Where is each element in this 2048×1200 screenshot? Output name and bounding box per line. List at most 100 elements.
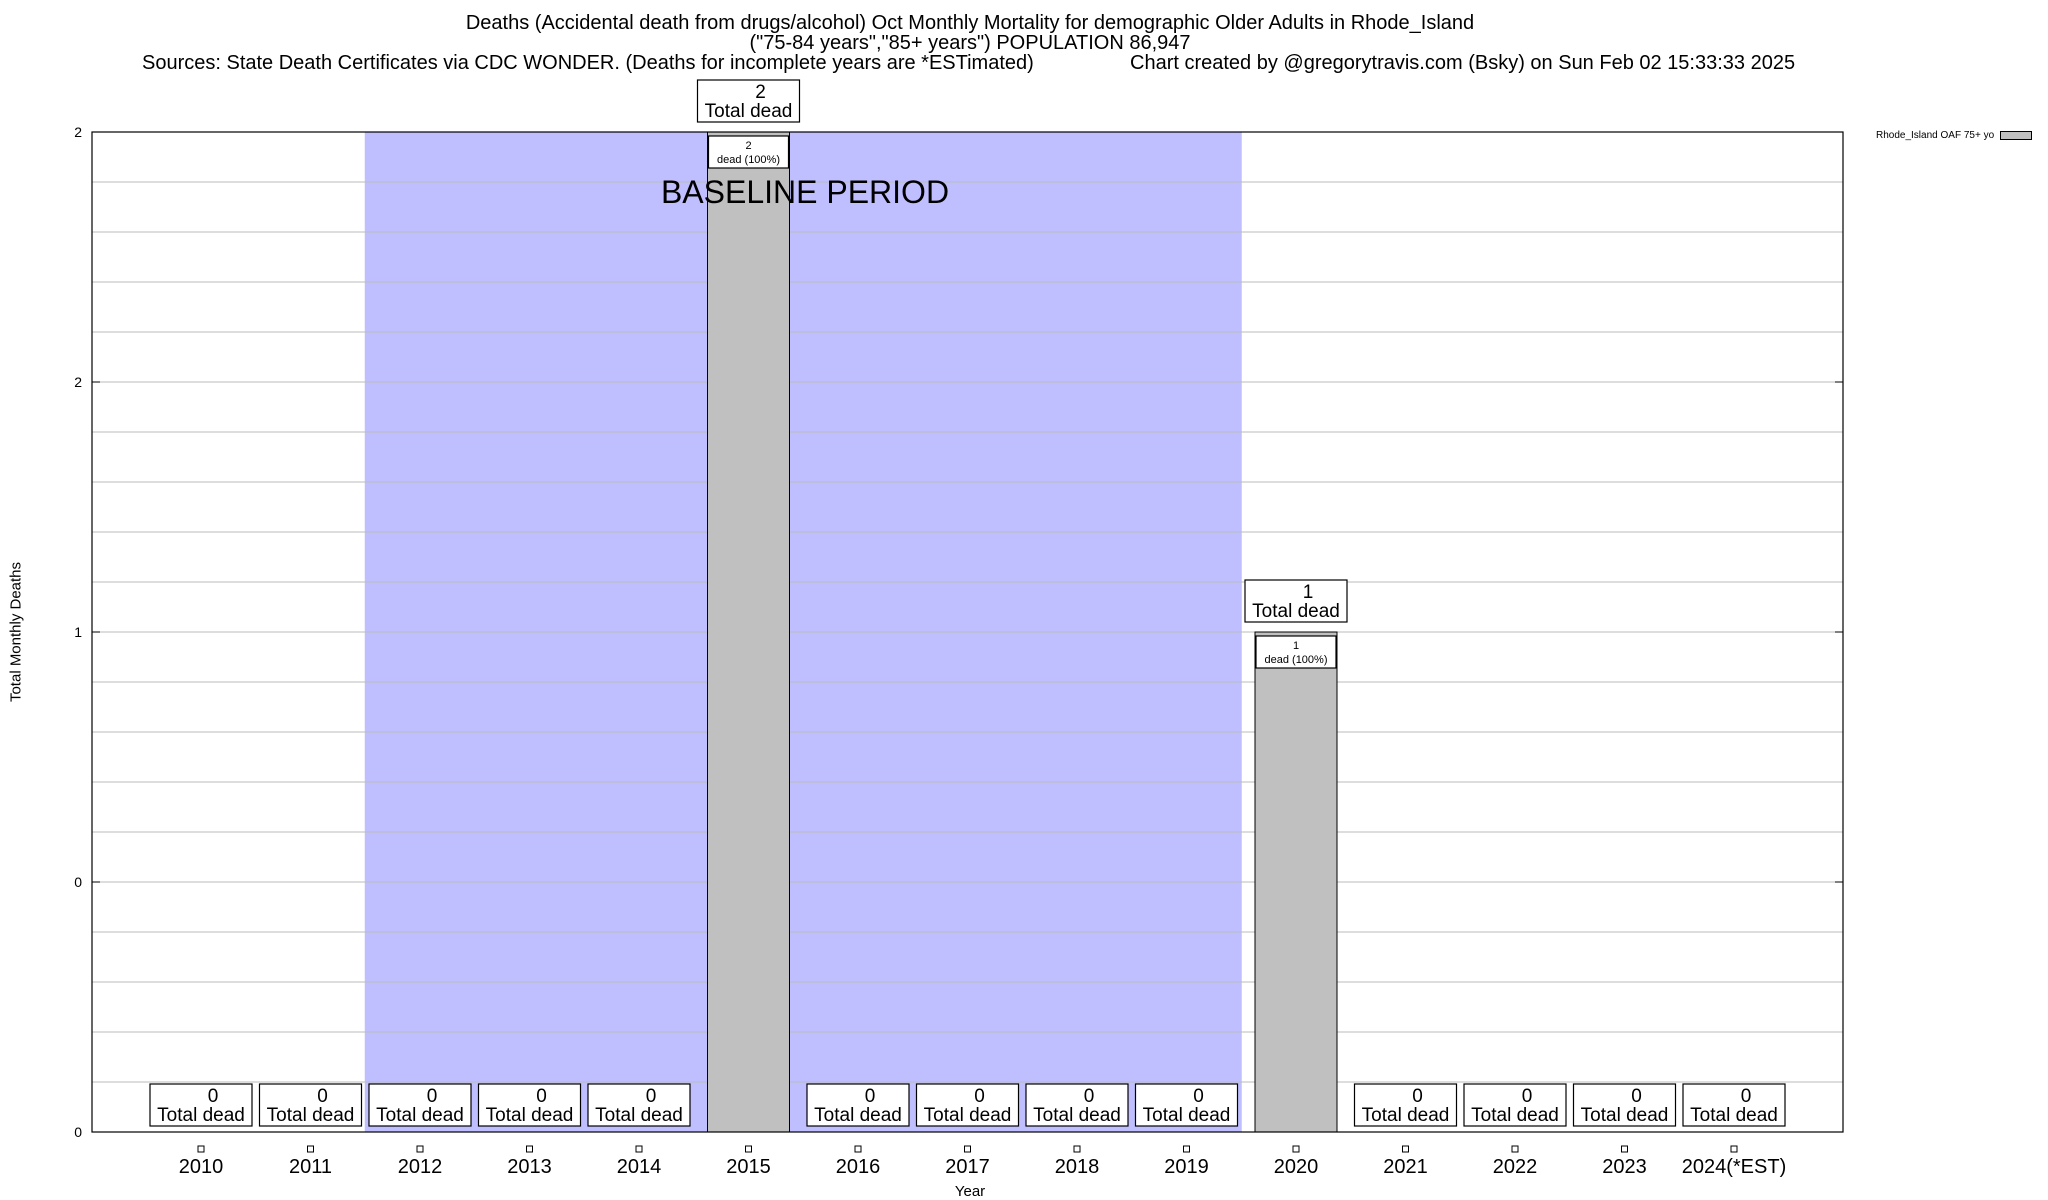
total-label-box <box>1463 1083 1567 1127</box>
legend-swatch <box>2000 131 2033 140</box>
total-label-value: 0 <box>536 1086 547 1107</box>
total-label-box <box>696 79 801 123</box>
y-tick-label: 0 <box>74 1124 82 1140</box>
x-tick-marker <box>416 1145 424 1153</box>
x-tick-marker <box>1730 1145 1738 1153</box>
plot-border <box>91 131 1844 1133</box>
chart-subtitle: ("75-84 years","85+ years") POPULATION 8… <box>749 32 1191 54</box>
total-label-value: 0 <box>1193 1086 1204 1107</box>
total-label-value: 2 <box>755 82 766 103</box>
total-label-text: Total dead <box>705 101 793 122</box>
total-label-text: Total dead <box>1471 1105 1559 1126</box>
x-tick-label: 2022 <box>1493 1156 1538 1178</box>
total-label-text: Total dead <box>1143 1105 1231 1126</box>
x-tick-marker <box>1073 1145 1081 1153</box>
x-tick-marker <box>1183 1145 1190 1153</box>
x-tick-label: 2018 <box>1055 1156 1100 1178</box>
bar-label-percent: dead (100%) <box>1265 654 1328 666</box>
x-tick-label: 2013 <box>507 1156 552 1178</box>
total-label-value: 0 <box>865 1086 876 1107</box>
total-label-text: Total dead <box>1581 1105 1669 1126</box>
legend: Rhode_Island OAF 75+ yo <box>1876 130 2033 141</box>
total-label-box <box>477 1083 582 1127</box>
y-tick-label: 1 <box>74 624 82 640</box>
total-label-value: 0 <box>1412 1086 1423 1107</box>
x-tick-label: 2023 <box>1602 1156 1647 1178</box>
x-tick-label: 2017 <box>945 1156 990 1178</box>
total-label-text: Total dead <box>924 1105 1012 1126</box>
x-tick-label: 2011 <box>289 1156 332 1178</box>
x-tick-marker <box>635 1145 643 1153</box>
y-tick-label: 0 <box>74 874 82 890</box>
x-tick-marker <box>1621 1145 1628 1153</box>
x-tick-marker <box>307 1145 314 1153</box>
total-label-value: 0 <box>317 1086 328 1107</box>
total-label-box <box>915 1083 1020 1127</box>
x-tick-marker <box>1511 1145 1519 1153</box>
total-label-box <box>1134 1083 1239 1127</box>
total-label-box <box>1353 1083 1458 1127</box>
total-label-text: Total dead <box>267 1105 355 1126</box>
total-label-text: Total dead <box>814 1105 902 1126</box>
total-label-text: Total dead <box>595 1105 683 1126</box>
total-label-box <box>587 1083 691 1127</box>
chart-credit: Chart created by @gregorytravis.com (Bsk… <box>1130 52 1796 74</box>
total-label-box <box>1244 579 1348 623</box>
bar-label-value: 1 <box>1293 640 1299 652</box>
total-label-value: 1 <box>1303 582 1314 603</box>
x-tick-marker <box>1292 1145 1300 1153</box>
total-label-text: Total dead <box>1690 1105 1778 1126</box>
total-label-text: Total dead <box>1252 601 1340 622</box>
x-tick-marker <box>526 1145 533 1153</box>
legend-label: Rhode_Island OAF 75+ yo <box>1876 130 1995 141</box>
total-label-box <box>368 1083 472 1127</box>
bar-2015 <box>707 131 790 1133</box>
total-label-box <box>806 1083 910 1127</box>
total-label-text: Total dead <box>1033 1105 1121 1126</box>
bar-label-box <box>707 135 790 169</box>
total-label-value: 0 <box>646 1086 657 1107</box>
total-label-text: Total dead <box>376 1105 464 1126</box>
x-tick-marker <box>745 1145 752 1153</box>
x-tick-label: 2015 <box>726 1156 771 1178</box>
x-tick-label: 2024(*EST) <box>1682 1156 1787 1178</box>
x-tick-label: 2012 <box>398 1156 443 1178</box>
total-label-value: 0 <box>1631 1086 1642 1107</box>
bar-2020 <box>1254 631 1338 1133</box>
x-tick-marker <box>1402 1145 1409 1153</box>
bar-label-percent: dead (100%) <box>717 154 780 166</box>
x-tick-label: 2016 <box>836 1156 881 1178</box>
total-label-value: 0 <box>1084 1086 1095 1107</box>
total-label-box <box>258 1083 363 1127</box>
x-tick-label: 2014 <box>617 1156 662 1178</box>
baseline-period-label: BASELINE PERIOD <box>661 174 949 210</box>
chart-title: Deaths (Accidental death from drugs/alco… <box>465 12 1475 34</box>
total-label-box <box>1572 1083 1677 1127</box>
x-tick-marker <box>197 1145 205 1153</box>
total-label-text: Total dead <box>1362 1105 1450 1126</box>
x-tick-label: 2021 <box>1383 1156 1428 1178</box>
total-label-value: 0 <box>427 1086 438 1107</box>
x-axis-label: Year <box>954 1183 986 1200</box>
y-tick-label: 2 <box>74 124 82 140</box>
total-label-value: 0 <box>208 1086 219 1107</box>
chart-sources: Sources: State Death Certificates via CD… <box>142 52 1034 74</box>
total-label-text: Total dead <box>486 1105 574 1126</box>
total-label-box <box>1025 1083 1129 1127</box>
total-label-box <box>1682 1083 1786 1127</box>
x-tick-label: 2020 <box>1274 1156 1319 1178</box>
x-tick-marker <box>964 1145 971 1153</box>
x-tick-label: 2010 <box>179 1156 224 1178</box>
total-label-value: 0 <box>974 1086 985 1107</box>
x-tick-marker <box>854 1145 862 1153</box>
bar-label-value: 2 <box>745 140 751 152</box>
total-label-box <box>149 1083 253 1127</box>
total-label-text: Total dead <box>157 1105 245 1126</box>
x-tick-label: 2019 <box>1164 1156 1209 1178</box>
bar-label-box <box>1255 635 1337 669</box>
total-label-value: 0 <box>1522 1086 1533 1107</box>
y-axis-label: Total Monthly Deaths <box>7 561 25 703</box>
total-label-value: 0 <box>1741 1086 1752 1107</box>
y-tick-label: 2 <box>74 374 82 390</box>
